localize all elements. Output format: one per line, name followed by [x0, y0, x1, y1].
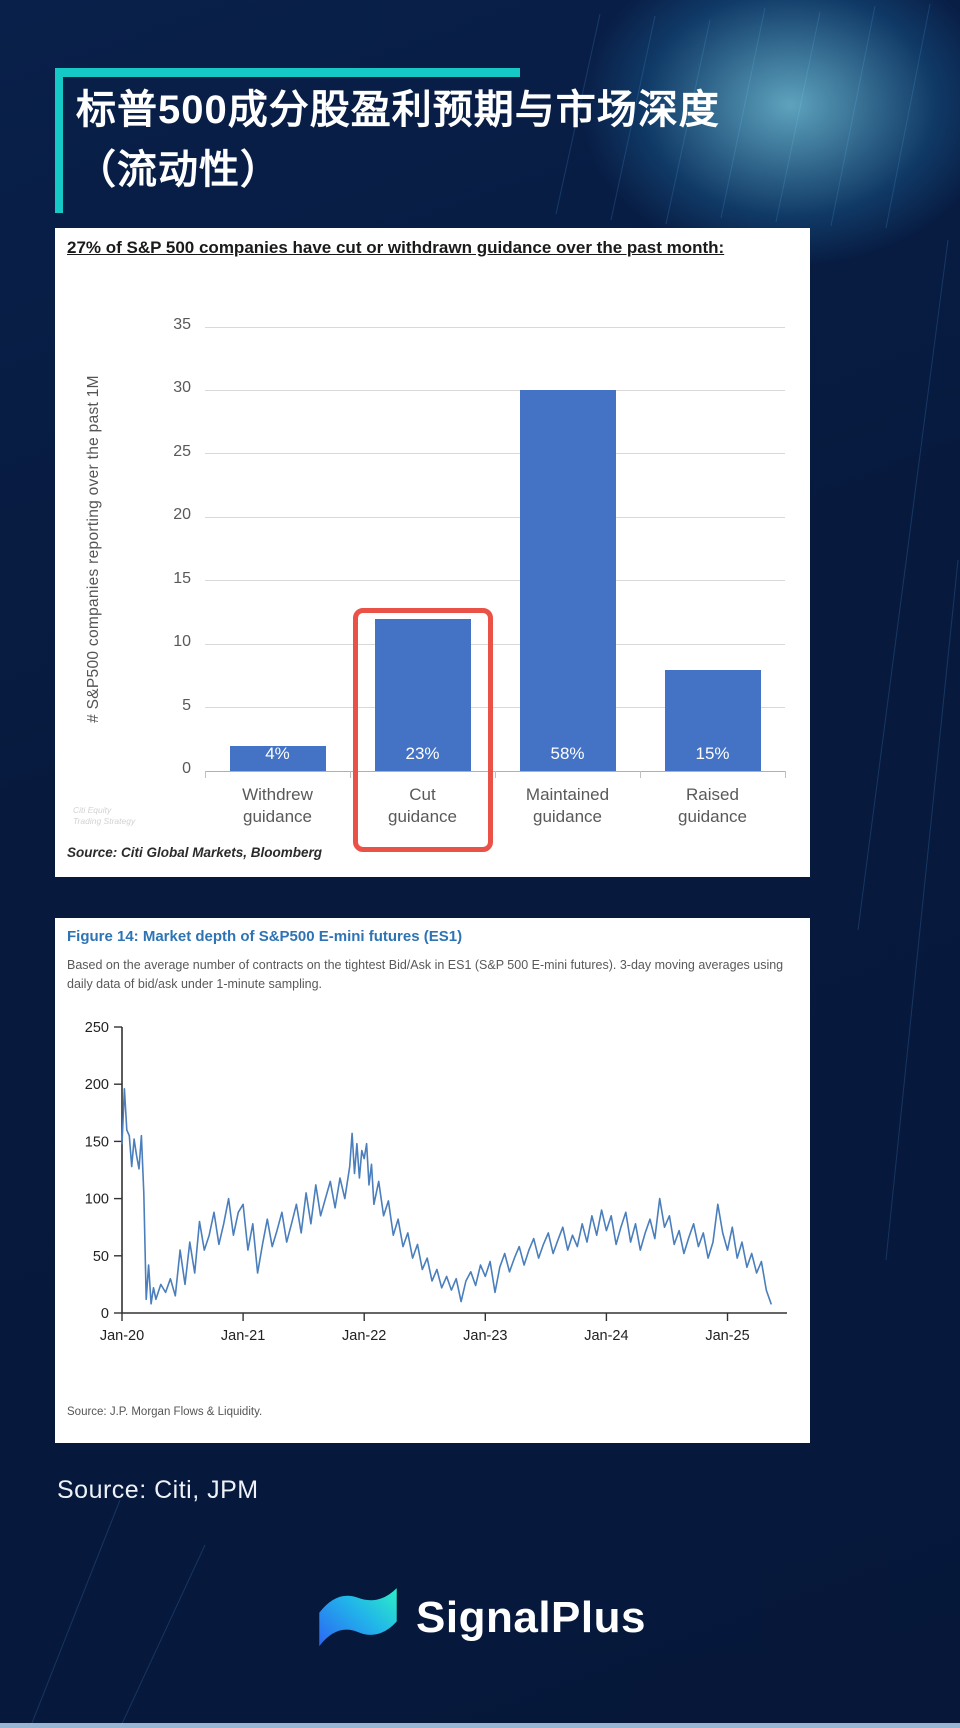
bar-value-label: 4%: [265, 744, 290, 763]
category-label: Maintained guidance: [495, 784, 640, 828]
bar: [374, 618, 471, 771]
y-tick-label: 0: [101, 1306, 109, 1322]
axis-boundary-tick: [640, 771, 641, 778]
category-label-line: Raised: [686, 785, 739, 804]
gridline: [205, 453, 785, 455]
y-tick-label: 150: [85, 1134, 109, 1150]
bar: [229, 745, 326, 771]
gridline: [205, 516, 785, 518]
brand-name: SignalPlus: [416, 1593, 646, 1642]
market-depth-series: [121, 1088, 772, 1305]
highlight-box: [352, 607, 493, 852]
axis-boundary-tick: [785, 771, 786, 778]
x-tick-label: Jan-20: [100, 1328, 144, 1344]
category-label-line: guidance: [387, 807, 457, 826]
y-tick-label: 10: [173, 633, 191, 651]
x-tick-label: Jan-22: [342, 1328, 386, 1344]
bar-chart: # S&P500 companies reporting over the pa…: [55, 228, 810, 877]
bar: [519, 390, 616, 771]
gridline: [205, 707, 785, 709]
guidance-bar-chart-panel: 27% of S&P 500 companies have cut or wit…: [55, 228, 810, 877]
page-title-line1: 标普500成分股盈利预期与市场深度: [76, 88, 720, 132]
bar-value-label: 58%: [550, 744, 585, 763]
signalplus-logo-icon: [319, 1588, 397, 1647]
watermark: Citi Equity Trading Strategy: [73, 805, 135, 827]
line-chart-canvas: 0 50 100 150 200 250 Jan-20 Jan-21 Jan-22 Jan-23 J…: [85, 1020, 787, 1344]
footer-source: Source: Citi, JPM: [57, 1476, 259, 1504]
bar-chart-title: 27% of S&P 500 companies have cut or wit…: [67, 238, 725, 257]
watermark-line1: Citi Equity: [73, 805, 112, 815]
y-tick-label: 35: [173, 316, 191, 333]
y-tick-label: 25: [173, 442, 191, 460]
gridline: [205, 643, 785, 645]
category-label: Cut guidance: [350, 784, 495, 828]
y-tick-label: 30: [173, 379, 191, 397]
accent-bar-vertical: [55, 68, 63, 213]
category-label-line: Maintained: [525, 785, 610, 804]
accent-bar-horizontal: [55, 68, 520, 77]
y-tick-label: 100: [85, 1192, 109, 1208]
y-tick-label: 15: [173, 569, 191, 587]
category-label: Withdrew guidance: [205, 784, 350, 828]
bar-value-label: 15%: [695, 744, 730, 763]
figure-subtitle: Based on the average number of contracts…: [67, 958, 784, 991]
x-tick-label: Jan-24: [584, 1328, 628, 1344]
category-label-line: Withdrew: [242, 785, 313, 804]
bar-chart-y-axis-label: # S&P500 companies reporting over the pa…: [85, 375, 102, 723]
axis-lines: [121, 1027, 787, 1314]
x-tick-label: Jan-25: [705, 1328, 749, 1344]
brand-logo: SignalPlus: [0, 1586, 960, 1650]
page-title: 标普500成分股盈利预期与市场深度 （流动性）: [76, 80, 876, 200]
market-depth-panel: Figure 14: Market depth of S&P500 E-mini…: [55, 918, 810, 1443]
category-label-line: guidance: [677, 807, 747, 826]
bar-value-label: 23%: [405, 744, 440, 763]
bar: [664, 669, 761, 771]
y-tick-label: 20: [173, 506, 191, 524]
watermark-line2: Trading Strategy: [73, 816, 136, 826]
axis-boundary-tick: [350, 771, 351, 778]
category-label-line: guidance: [242, 807, 312, 826]
page-title-line2: （流动性）: [76, 148, 281, 192]
y-tick-label: 200: [85, 1077, 109, 1093]
x-tick-label: Jan-21: [221, 1328, 265, 1344]
y-tick-label: 5: [182, 696, 191, 714]
category-label: Raised guidance: [640, 784, 785, 828]
bottom-edge-strip: [0, 1723, 960, 1728]
y-tick-label: 250: [85, 1020, 109, 1036]
category-label-line: guidance: [532, 807, 602, 826]
category-label-line: Cut: [409, 785, 436, 804]
gridline: [205, 580, 785, 582]
bar-chart-source: Source: Citi Global Markets, Bloomberg: [67, 845, 323, 860]
axis-boundary-tick: [495, 771, 496, 778]
figure-title: Figure 14: Market depth of S&P500 E-mini…: [67, 928, 463, 945]
gridline: [205, 326, 785, 328]
axis-boundary-tick: [205, 771, 206, 778]
y-tick-label: 50: [93, 1249, 109, 1265]
line-chart-source: Source: J.P. Morgan Flows & Liquidity.: [67, 1406, 263, 1418]
x-tick-label: Jan-23: [463, 1328, 507, 1344]
gridline: [205, 389, 785, 391]
y-tick-label: 0: [182, 760, 191, 777]
